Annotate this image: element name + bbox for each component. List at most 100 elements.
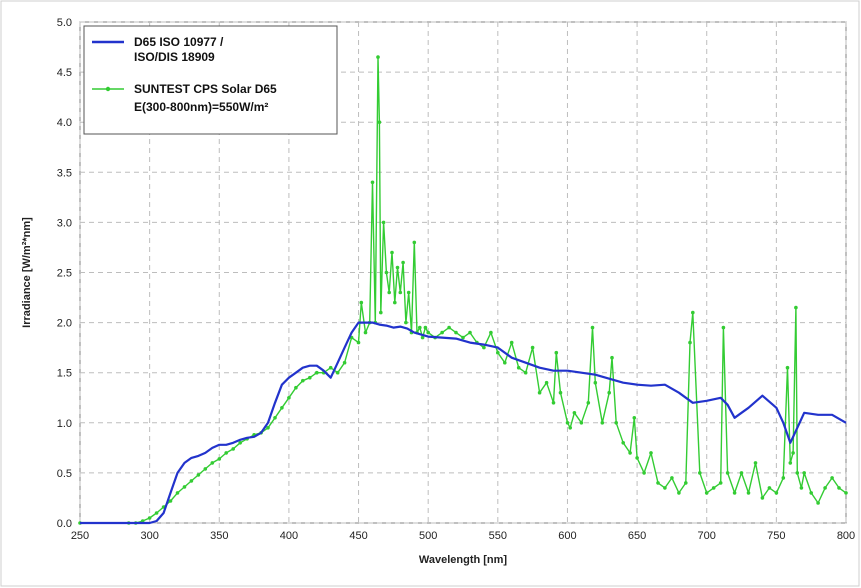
data-point xyxy=(381,220,386,225)
data-point xyxy=(551,401,556,405)
x-tick-label: 250 xyxy=(71,530,89,542)
data-point xyxy=(691,310,695,315)
data-point xyxy=(781,476,786,480)
data-point xyxy=(315,370,319,375)
data-point xyxy=(273,416,277,420)
data-point xyxy=(335,370,340,375)
data-point xyxy=(767,486,772,490)
data-point xyxy=(266,426,270,430)
y-tick-label: 4.0 xyxy=(57,117,72,129)
data-point xyxy=(384,270,389,275)
data-point xyxy=(280,406,284,410)
legend-label-d65: ISO/DIS 18909 xyxy=(134,50,215,64)
data-point xyxy=(154,511,159,515)
legend-label-suntest: SUNTEST CPS Solar D65 xyxy=(134,82,277,96)
x-tick-label: 550 xyxy=(489,530,507,542)
y-tick-label: 5.0 xyxy=(57,17,72,29)
data-point xyxy=(418,325,422,330)
data-point xyxy=(830,476,834,480)
data-point xyxy=(390,250,394,255)
data-point xyxy=(823,486,827,490)
data-point xyxy=(590,325,595,330)
data-point xyxy=(635,456,639,460)
data-point xyxy=(482,345,486,350)
data-point xyxy=(746,491,751,495)
data-point xyxy=(509,340,514,345)
y-tick-label: 1.0 xyxy=(57,418,72,430)
data-point xyxy=(406,290,411,295)
y-tick-label: 2.0 xyxy=(57,318,72,330)
data-point xyxy=(610,355,614,360)
legend-label-suntest: E(300-800nm)=550W/m² xyxy=(134,100,268,114)
data-point xyxy=(614,421,618,425)
data-point xyxy=(395,265,400,270)
data-point xyxy=(721,325,726,330)
data-point xyxy=(412,240,417,245)
y-tick-label: 0.5 xyxy=(57,468,72,480)
data-point xyxy=(516,365,521,370)
legend-label-d65: D65 ISO 10977 / xyxy=(134,35,224,49)
data-point xyxy=(788,461,793,465)
x-tick-label: 500 xyxy=(419,530,437,542)
data-point xyxy=(794,305,798,310)
data-point xyxy=(147,516,152,520)
data-point xyxy=(356,340,361,345)
data-point xyxy=(579,421,584,425)
x-tick-label: 300 xyxy=(140,530,158,542)
data-point xyxy=(677,491,681,495)
data-point xyxy=(182,485,187,489)
data-point xyxy=(586,401,591,405)
data-point xyxy=(294,385,298,390)
data-point xyxy=(711,486,716,490)
data-point xyxy=(760,496,765,500)
data-point xyxy=(420,335,425,340)
data-point xyxy=(523,370,528,375)
data-point xyxy=(423,325,428,330)
legend-box xyxy=(83,25,338,135)
legend-marker-suntest xyxy=(105,86,111,92)
data-point xyxy=(565,421,570,425)
data-point xyxy=(785,365,790,370)
data-point xyxy=(301,378,305,383)
data-point xyxy=(175,491,180,495)
y-axis-title: Irradiance [W/m²*nm] xyxy=(21,217,33,328)
data-point xyxy=(600,421,605,425)
data-point xyxy=(426,330,431,335)
y-tick-label: 0.0 xyxy=(57,518,72,530)
data-point xyxy=(210,461,215,465)
data-point xyxy=(196,473,201,477)
data-point xyxy=(718,481,723,485)
data-point xyxy=(621,441,625,445)
data-point xyxy=(308,375,312,380)
data-point xyxy=(503,360,507,365)
y-tick-labels: 0.0 0.5 1.0 1.5 2.0 2.5 3.0 3.5 4.0 4.5 5.0 xyxy=(57,17,72,530)
y-tick-label: 3.0 xyxy=(57,217,72,229)
data-point xyxy=(809,491,813,495)
data-point xyxy=(393,300,397,305)
y-tick-label: 1.5 xyxy=(57,368,72,380)
data-point xyxy=(739,471,744,475)
data-point xyxy=(287,396,291,400)
data-point xyxy=(217,457,222,461)
data-point xyxy=(607,390,611,395)
data-point xyxy=(342,360,347,365)
data-point xyxy=(530,345,535,350)
data-point xyxy=(558,390,563,395)
data-point xyxy=(379,310,383,315)
data-point xyxy=(844,491,848,495)
y-tick-label: 2.5 xyxy=(57,268,72,280)
series-d65-iso xyxy=(80,321,847,525)
data-point xyxy=(544,380,549,385)
data-point xyxy=(802,471,806,475)
data-point xyxy=(732,491,737,495)
x-tick-label: 450 xyxy=(349,530,367,542)
x-tick-label: 800 xyxy=(837,530,855,542)
data-point xyxy=(774,491,779,495)
x-tick-labels: 250 300 350 400 450 500 550 600 650 700 750 800 xyxy=(71,530,855,542)
x-tick-label: 350 xyxy=(210,530,228,542)
data-point xyxy=(649,451,653,455)
data-point xyxy=(816,501,820,505)
data-point xyxy=(670,476,674,480)
data-point xyxy=(404,320,408,325)
